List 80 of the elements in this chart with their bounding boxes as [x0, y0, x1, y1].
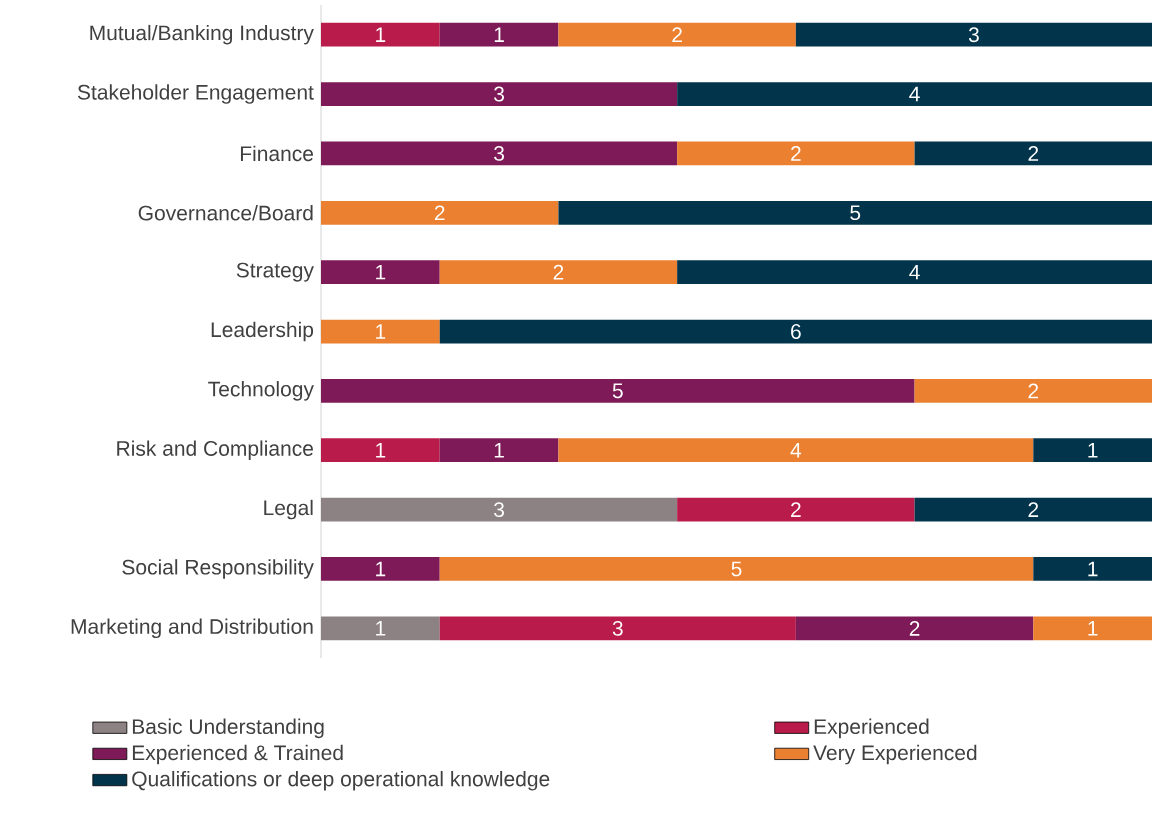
y-tick-label: Risk and Compliance	[117, 440, 313, 461]
data-label: 4	[790, 443, 802, 458]
bar	[321, 22, 440, 47]
data-label: 6	[791, 324, 801, 339]
data-label: 1	[376, 27, 386, 42]
bar	[439, 319, 1152, 344]
bar	[321, 82, 678, 106]
legend-label: Qualifications or deep operational knowledge	[132, 770, 550, 791]
bar	[321, 378, 915, 403]
data-label: 2	[791, 502, 801, 517]
legend-label: Basic Understanding	[132, 718, 324, 739]
y-tick-label: Strategy	[236, 262, 314, 282]
data-label: 1	[376, 443, 386, 458]
bar	[677, 497, 915, 522]
bar	[558, 438, 1034, 463]
data-label: 2	[434, 205, 445, 221]
data-label: 2	[553, 264, 564, 280]
data-label: 1	[494, 443, 504, 458]
data-label: 5	[850, 205, 861, 221]
data-label: 2	[791, 146, 801, 161]
bar	[321, 319, 440, 344]
y-tick-label: Leadership	[211, 321, 314, 342]
data-label: 2	[672, 27, 682, 43]
bar	[677, 260, 1152, 285]
bar	[914, 378, 1152, 403]
bar	[1033, 438, 1152, 463]
y-tick-label: Marketing and Distribution	[71, 618, 313, 639]
data-label: 1	[494, 27, 504, 42]
bar	[439, 616, 796, 641]
bar	[677, 141, 915, 166]
data-label: 3	[494, 145, 504, 161]
bar	[321, 497, 678, 522]
data-label: 2	[1028, 383, 1039, 399]
data-label: 1	[1088, 621, 1098, 636]
bar	[439, 438, 559, 463]
data-label: 2	[1028, 502, 1039, 517]
data-label: 5	[731, 561, 742, 577]
data-label: 2	[909, 621, 920, 636]
bar	[439, 260, 678, 285]
bar	[321, 260, 440, 285]
bar	[321, 200, 559, 225]
data-label: 4	[909, 86, 920, 102]
legend-label: Experienced & Trained	[132, 744, 343, 765]
bar	[439, 557, 1034, 581]
bar	[1033, 557, 1152, 581]
bar	[321, 616, 440, 641]
bar	[321, 141, 678, 166]
bar	[558, 200, 1152, 225]
data-label: 1	[376, 621, 386, 636]
bar	[914, 141, 1152, 166]
bar	[1033, 616, 1152, 641]
bar	[439, 22, 559, 47]
legend-label: Very Experienced	[813, 744, 977, 765]
data-label: 4	[909, 264, 920, 280]
data-label: 5	[612, 383, 623, 399]
bar	[795, 616, 1034, 641]
data-label: 3	[968, 27, 979, 43]
bar	[914, 497, 1152, 522]
data-label: 3	[494, 86, 504, 102]
y-tick-label: Stakeholder Engagement	[77, 84, 314, 104]
data-label: 1	[1088, 443, 1098, 458]
data-label: 2	[1028, 146, 1039, 161]
data-label: 1	[1088, 561, 1098, 577]
bar	[558, 22, 796, 47]
data-label: 1	[376, 264, 386, 280]
data-label: 3	[494, 502, 504, 518]
bar	[321, 438, 440, 463]
bar	[677, 82, 1152, 106]
bar	[795, 22, 1152, 47]
legend-label: Experienced	[814, 718, 929, 739]
bar	[321, 557, 440, 581]
y-tick-label: Legal	[264, 499, 313, 520]
y-tick-label: Governance/Board	[138, 205, 313, 221]
data-label: 1	[376, 561, 386, 577]
data-label: 3	[612, 620, 623, 636]
y-tick-label: Mutual/Banking Industry	[90, 24, 314, 45]
y-tick-label: Technology	[208, 381, 314, 401]
y-tick-label: Finance	[240, 145, 314, 162]
y-tick-label: Social Responsibility	[122, 559, 314, 579]
data-label: 1	[376, 324, 386, 339]
